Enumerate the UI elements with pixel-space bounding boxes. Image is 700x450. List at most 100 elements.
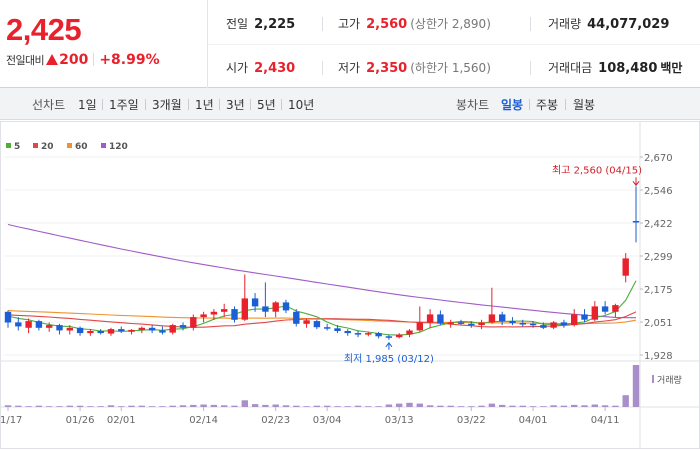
candle-body: [303, 320, 310, 324]
change-row: 전일대비 200 +8.99%: [6, 52, 160, 68]
legend-label: 60: [75, 142, 88, 152]
volume-bar: [334, 406, 341, 407]
volume-bar: [282, 405, 290, 407]
volume-bar: [457, 406, 465, 407]
tab-1week[interactable]: 1주일: [109, 98, 139, 112]
candle-body: [221, 309, 228, 312]
volume-bar: [550, 405, 557, 407]
candle-body: [97, 331, 104, 334]
quote-panel: 2,425 전일대비 200 +8.99% 전일 2,225 고가 2,560 (상한가 …: [0, 0, 700, 88]
change-label: 전일대비: [6, 54, 45, 67]
tab-5year[interactable]: 5년: [257, 98, 276, 112]
x-tick-label: 02/01: [107, 415, 136, 426]
candle-body: [169, 325, 176, 333]
candle-body: [375, 333, 382, 337]
tab-10year[interactable]: 10년: [288, 98, 315, 112]
x-tick-label: 03/22: [457, 415, 486, 426]
ma120-line: [7, 223, 636, 319]
stat-label: 저가: [338, 61, 361, 75]
legend-swatch: [33, 143, 38, 148]
candle-body: [118, 329, 125, 331]
volume-bar: [344, 406, 351, 407]
candle-body: [396, 334, 403, 338]
volume-bar: [241, 400, 248, 407]
volume-bar: [601, 405, 609, 407]
tab-1day[interactable]: 1일: [78, 98, 97, 112]
stat-volume: 거래량 44,077,029: [548, 15, 669, 32]
candle-body: [457, 322, 465, 324]
volume-bar: [148, 406, 156, 407]
volume-bar: [15, 405, 22, 407]
legend-label: 20: [41, 142, 54, 152]
volume-bar: [426, 405, 434, 407]
stat-label: 거래대금: [548, 61, 593, 75]
tab-monthly-candle[interactable]: 월봉: [573, 98, 596, 112]
y-tick-label: 2,051: [644, 318, 673, 329]
stat-divider: [322, 17, 323, 31]
y-tick-label: 2,175: [644, 285, 673, 296]
x-tick-label: 04/11: [591, 415, 620, 426]
candle-body: [365, 333, 372, 335]
stat-label: 고가: [338, 17, 361, 31]
line-chart-label: 선차트: [32, 98, 66, 112]
candle-body: [4, 311, 12, 323]
tab-weekly-candle[interactable]: 주봉: [536, 98, 559, 112]
candle-body: [354, 333, 362, 335]
y-tick-label: 2,546: [644, 186, 673, 197]
volume-bar: [591, 404, 598, 407]
candle-body: [385, 336, 393, 338]
legend-label: 5: [14, 142, 20, 152]
tab-3year[interactable]: 3년: [226, 98, 245, 112]
stat-high: 고가 2,560 (상한가 2,890): [338, 15, 491, 32]
volume-bar: [190, 404, 197, 407]
x-tick-label: 04/01: [519, 415, 548, 426]
stock-candlestick-chart[interactable]: 5 20 60 120 거래량 2,6702,5462,4222,2992,1752,…: [0, 121, 700, 450]
volume-bar: [251, 404, 259, 407]
volume-bar: [406, 402, 413, 407]
candle-body: [488, 314, 496, 323]
x-tick-label: 02/14: [189, 415, 218, 426]
change-rate: +8.99%: [99, 52, 160, 68]
tab-daily-candle[interactable]: 일봉: [501, 98, 524, 112]
up-triangle-icon: [46, 54, 59, 65]
stat-prev-close: 전일 2,225: [226, 15, 295, 32]
tab-3month[interactable]: 3개월: [152, 98, 182, 112]
volume-bar: [313, 405, 321, 407]
candles: [4, 186, 640, 340]
candle-body: [210, 311, 218, 315]
stat-trade-value: 거래대금 108,480 백만: [548, 59, 682, 76]
legend-swatch: [67, 143, 72, 148]
legend-swatch: [101, 143, 106, 148]
candle-body: [437, 314, 444, 324]
stat-label: 전일: [226, 17, 249, 31]
volume-bar: [56, 406, 63, 407]
volume-bar: [437, 405, 444, 407]
volume-bars: 거래량: [4, 365, 682, 407]
volume-bar: [581, 405, 588, 407]
stat-low: 저가 2,350 (하한가 1,560): [338, 59, 491, 76]
volume-bar: [385, 404, 393, 407]
candle-body: [262, 306, 269, 312]
candle-body: [406, 330, 413, 335]
volume-bar: [560, 405, 568, 407]
stat-divider: [530, 61, 531, 75]
volume-bar: [35, 405, 43, 407]
volume-bar: [478, 405, 485, 407]
candle-chart-label: 봉차트: [456, 98, 490, 112]
volume-bar: [200, 404, 207, 407]
stat-value: 2,225: [254, 17, 296, 32]
tab-divider: [102, 99, 103, 110]
candle-body: [632, 221, 640, 223]
candle-body: [241, 298, 248, 320]
y-tick-label: 1,928: [644, 351, 673, 362]
volume-bar: [97, 406, 104, 407]
volume-bar: [272, 404, 279, 407]
volume-bar: [622, 395, 629, 407]
price-box: 2,425 전일대비 200 +8.99%: [0, 0, 208, 88]
volume-bar: [303, 406, 310, 407]
tab-divider: [250, 99, 251, 110]
stat-open: 시가 2,430: [226, 59, 295, 76]
volume-legend-swatch: [652, 375, 654, 383]
tab-1year[interactable]: 1년: [195, 98, 214, 112]
candle-body: [15, 322, 22, 327]
